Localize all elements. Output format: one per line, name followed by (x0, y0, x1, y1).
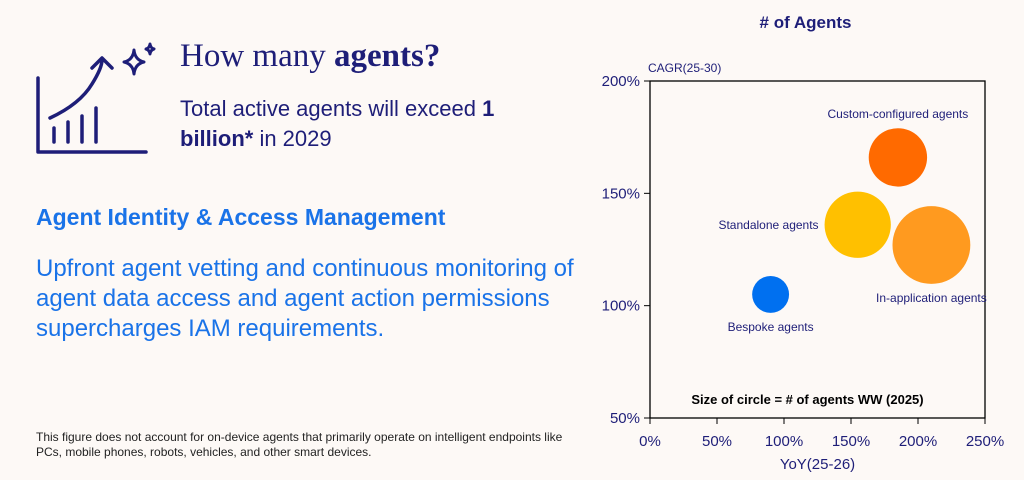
size-note: Size of circle = # of agents WW (2025) (691, 392, 923, 407)
bubble (868, 128, 928, 187)
y-tick-label: 150% (602, 185, 640, 202)
x-tick-label: 50% (702, 433, 732, 450)
bubble-label: Bespoke agents (728, 320, 814, 334)
x-axis-label: YoY(25-26) (780, 456, 855, 473)
bubble (824, 191, 891, 258)
sparkle-icon (122, 42, 156, 76)
x-tick-label: 100% (765, 433, 803, 450)
subtitle-bold: 1 billion* (180, 96, 495, 151)
subtitle-suffix: in 2029 (253, 126, 332, 151)
chart-title: # of Agents (760, 13, 852, 32)
bubble-label: In-application agents (876, 291, 987, 305)
bubble-label: Custom-configured agents (828, 107, 969, 121)
growth-chart-icon (36, 56, 148, 154)
y-axis-label: CAGR(25-30) (648, 61, 721, 75)
x-tick-label: 0% (639, 433, 661, 450)
subtitle: Total active agents will exceed 1 billio… (180, 94, 500, 154)
title-bold: agents? (333, 38, 441, 74)
title-prefix: How many (180, 38, 334, 74)
x-tick-label: 250% (966, 433, 1004, 450)
bubble (892, 206, 971, 284)
page-title: How many agents? (180, 38, 440, 75)
iam-heading: Agent Identity & Access Management (36, 204, 446, 230)
x-tick-label: 150% (832, 433, 870, 450)
bubble (752, 275, 790, 313)
y-tick-label: 100% (602, 298, 640, 315)
x-tick-label: 200% (899, 433, 937, 450)
iam-body: Upfront agent vetting and continuous mon… (36, 255, 574, 342)
y-tick-label: 200% (602, 73, 640, 90)
subtitle-prefix: Total active agents will exceed (180, 96, 483, 121)
bubble-label: Standalone agents (718, 218, 818, 232)
footnote: This figure does not account for on-devi… (36, 430, 563, 459)
y-tick-label: 50% (610, 410, 640, 427)
